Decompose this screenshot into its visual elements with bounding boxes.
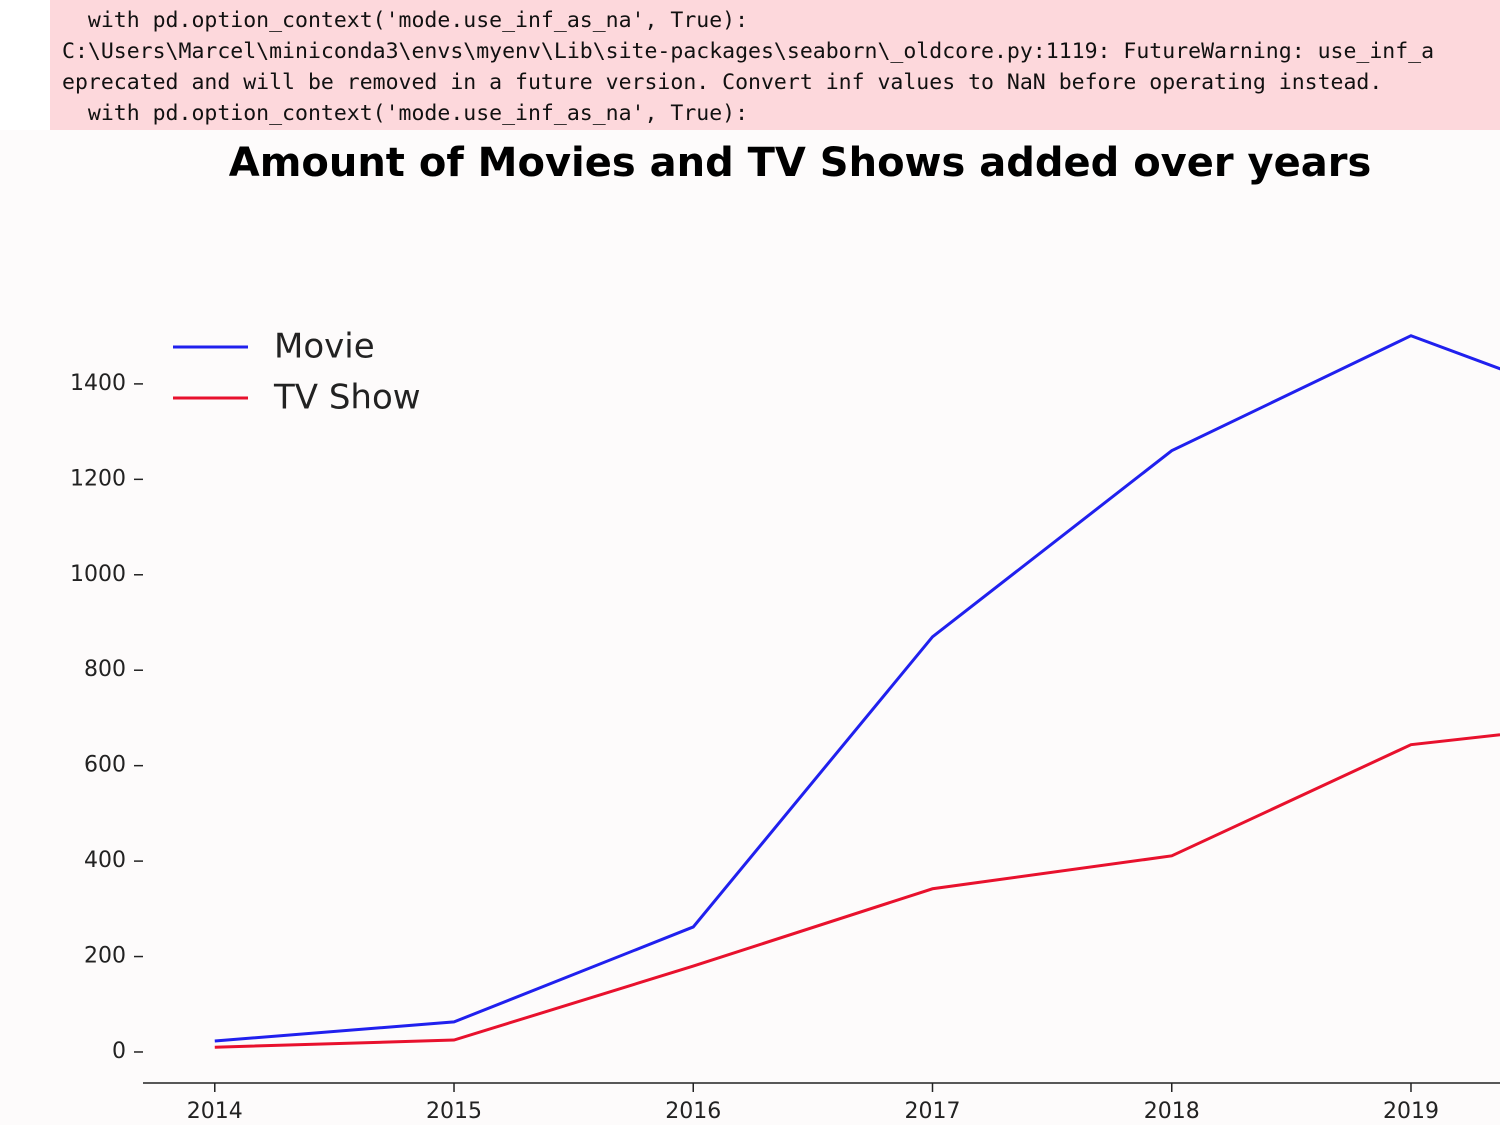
warning-line: C:\Users\Marcel\miniconda3\envs\myenv\Li… xyxy=(62,39,1435,64)
y-tick-label: 1200 xyxy=(70,466,126,491)
y-tick-label: 400 xyxy=(84,848,126,873)
y-tick-label: 600 xyxy=(84,753,126,778)
y-tick-label: 0 xyxy=(112,1039,126,1064)
series-line xyxy=(214,733,1500,1049)
chart-background xyxy=(0,130,1500,1125)
chart: Amount of Movies and TV Shows added over… xyxy=(0,130,1500,1125)
x-tick-label: 2015 xyxy=(426,1099,482,1124)
x-tick-label: 2019 xyxy=(1383,1099,1439,1124)
x-tick-label: 2016 xyxy=(665,1099,721,1124)
chart-title: Amount of Movies and TV Shows added over… xyxy=(229,140,1372,186)
warning-line: with pd.option_context('mode.use_inf_as_… xyxy=(62,8,749,33)
legend-label: Movie xyxy=(274,327,375,367)
x-tick-label: 2014 xyxy=(187,1099,243,1124)
series-line xyxy=(214,334,1500,1043)
y-tick-label: 800 xyxy=(84,657,126,682)
warning-output: with pd.option_context('mode.use_inf_as_… xyxy=(50,0,1500,130)
warning-line: with pd.option_context('mode.use_inf_as_… xyxy=(62,101,749,126)
y-tick-label: 200 xyxy=(84,944,126,969)
legend-label: TV Show xyxy=(273,378,421,418)
warning-line: eprecated and will be removed in a futur… xyxy=(62,70,1383,95)
x-tick-label: 2018 xyxy=(1144,1099,1200,1124)
y-tick-label: 1400 xyxy=(70,371,126,396)
y-tick-label: 1000 xyxy=(70,562,126,587)
x-tick-label: 2017 xyxy=(905,1099,961,1124)
